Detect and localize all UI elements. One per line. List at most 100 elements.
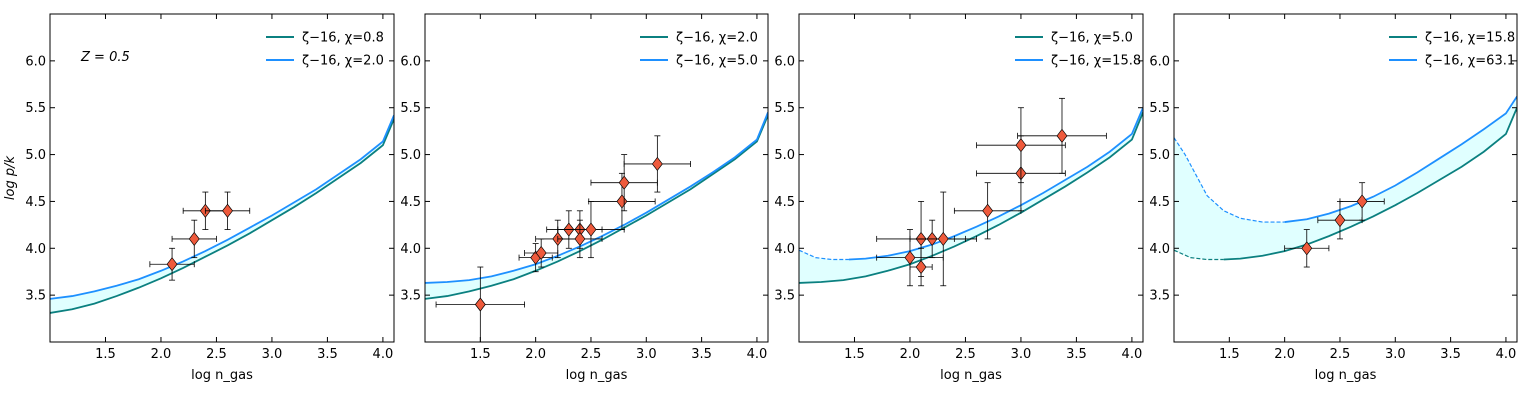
data-point <box>524 238 559 268</box>
data-point-marker <box>474 297 486 312</box>
series-1-line <box>425 114 768 300</box>
x-tick-label: 3.0 <box>262 347 283 362</box>
series-1-dashed-line <box>1174 249 1224 261</box>
x-tick-label: 1.5 <box>1219 347 1240 362</box>
x-axis-label: log n_gas <box>566 368 628 383</box>
data-point <box>171 219 217 259</box>
data-point-marker <box>651 156 663 172</box>
data-point <box>1284 229 1330 268</box>
data-point <box>557 201 625 259</box>
y-tick-label: 5.5 <box>774 101 795 116</box>
data-point-marker <box>915 259 927 275</box>
data-point-marker <box>937 231 949 246</box>
x-tick-label: 2.5 <box>1330 347 1351 362</box>
data-point-marker <box>1015 138 1027 153</box>
y-tick-label: 6.0 <box>25 54 46 69</box>
band-fill <box>1174 96 1517 260</box>
data-point-marker <box>1301 241 1313 256</box>
x-tick-label: 4.0 <box>373 347 394 362</box>
y-tick-label: 3.5 <box>1149 289 1170 304</box>
axes-frame <box>798 13 1144 343</box>
y-tick-label: 4.5 <box>1149 195 1170 210</box>
y-tick-label: 5.0 <box>400 148 421 163</box>
y-tick-label: 4.5 <box>25 195 46 210</box>
y-tick-label: 6.0 <box>1149 54 1170 69</box>
y-tick-label: 6.0 <box>400 54 421 69</box>
x-tick-label: 2.5 <box>581 347 602 362</box>
x-tick-label: 1.5 <box>95 347 116 362</box>
panel-3: 1.5 2.0 2.5 3.0 3.5 4.0 3.5 4.0 4.5 5.0 5.5 6.0 log … <box>774 13 1144 383</box>
x-tick-label: 1.5 <box>844 347 865 362</box>
legend-label: ζ−16, χ=15.8 <box>1425 31 1515 46</box>
x-tick-label: 2.0 <box>151 347 172 362</box>
axes-frame <box>1173 13 1518 343</box>
y-tick-label: 3.5 <box>774 289 795 304</box>
y-tick-label: 4.0 <box>25 242 46 257</box>
series-2-dashed-line <box>799 249 849 261</box>
y-tick-label: 4.5 <box>400 195 421 210</box>
y-tick-label: 6.0 <box>774 54 795 69</box>
x-tick-label: 3.0 <box>636 347 657 362</box>
series-2-line <box>425 112 768 284</box>
panels: 1.5 2.0 2.5 3.0 3.5 4.0 3.5 4.0 4.5 5.0 5.5 6.0 log … <box>25 13 1518 383</box>
x-tick-label: 2.0 <box>1274 347 1295 362</box>
axes-frame <box>424 13 769 343</box>
data-point-marker <box>535 245 547 261</box>
series-2-dashed-line <box>1174 137 1285 223</box>
data-point <box>204 191 251 230</box>
y-tick-label: 4.0 <box>400 242 421 257</box>
x-tick-label: 3.5 <box>317 347 338 362</box>
x-tick-label: 3.5 <box>1440 347 1461 362</box>
x-tick-label: 4.0 <box>1496 347 1517 362</box>
legend-label: ζ−16, χ=0.8 <box>302 31 384 46</box>
band-fill <box>799 107 1143 283</box>
legend-label: ζ−16, χ=15.8 <box>1051 54 1141 69</box>
data-point <box>909 247 933 287</box>
x-tick-label: 4.0 <box>1122 347 1143 362</box>
y-tick-label: 4.0 <box>774 242 795 257</box>
data-point <box>149 247 195 281</box>
panel-1: 1.5 2.0 2.5 3.0 3.5 4.0 3.5 4.0 4.5 5.0 5.5 6.0 log … <box>25 13 395 383</box>
x-axis-label: log n_gas <box>191 368 253 383</box>
x-axis-label: log n_gas <box>1315 368 1377 383</box>
x-tick-label: 3.5 <box>691 347 712 362</box>
x-tick-label: 2.5 <box>955 347 976 362</box>
legend-label: ζ−16, χ=5.0 <box>676 54 758 69</box>
data-point <box>557 219 603 259</box>
data-point <box>1339 182 1385 221</box>
data-point-marker <box>618 175 630 190</box>
series-1-line <box>50 118 394 314</box>
data-point <box>1017 97 1107 174</box>
x-axis-label: log n_gas <box>940 368 1002 383</box>
series-2-line <box>1284 95 1517 223</box>
data-point <box>623 135 691 193</box>
x-tick-label: 3.0 <box>1385 347 1406 362</box>
legend-label: ζ−16, χ=2.0 <box>676 31 758 46</box>
data-point-marker <box>574 231 586 246</box>
data-point-marker <box>188 231 200 246</box>
panel-4: 1.5 2.0 2.5 3.0 3.5 4.0 3.5 4.0 4.5 5.0 5.5 6.0 log … <box>1149 13 1518 383</box>
legend-label: ζ−16, χ=5.0 <box>1051 31 1133 46</box>
legend-label: ζ−16, χ=2.0 <box>302 54 384 69</box>
panel-2: 1.5 2.0 2.5 3.0 3.5 4.0 3.5 4.0 4.5 5.0 5.5 6.0 log … <box>400 13 769 383</box>
y-tick-label: 3.5 <box>400 289 421 304</box>
data-point <box>1317 201 1363 240</box>
y-axis-label: log p/k <box>3 155 18 200</box>
series-2-line <box>50 114 394 300</box>
data-point-marker <box>585 222 597 237</box>
y-tick-label: 3.5 <box>25 289 46 304</box>
data-point <box>909 191 977 287</box>
data-point-marker <box>166 257 178 272</box>
y-tick-label: 5.0 <box>774 148 795 163</box>
y-tick-label: 5.0 <box>1149 148 1170 163</box>
y-tick-label: 5.5 <box>400 101 421 116</box>
series-2-line <box>848 107 1143 261</box>
data-point-marker <box>1334 213 1346 228</box>
y-tick-label: 5.5 <box>1149 101 1170 116</box>
y-tick-label: 4.5 <box>774 195 795 210</box>
data-point-marker <box>616 194 628 209</box>
legend-label: ζ−16, χ=63.1 <box>1425 54 1515 69</box>
y-tick-label: 4.0 <box>1149 242 1170 257</box>
data-point-marker <box>982 203 994 218</box>
